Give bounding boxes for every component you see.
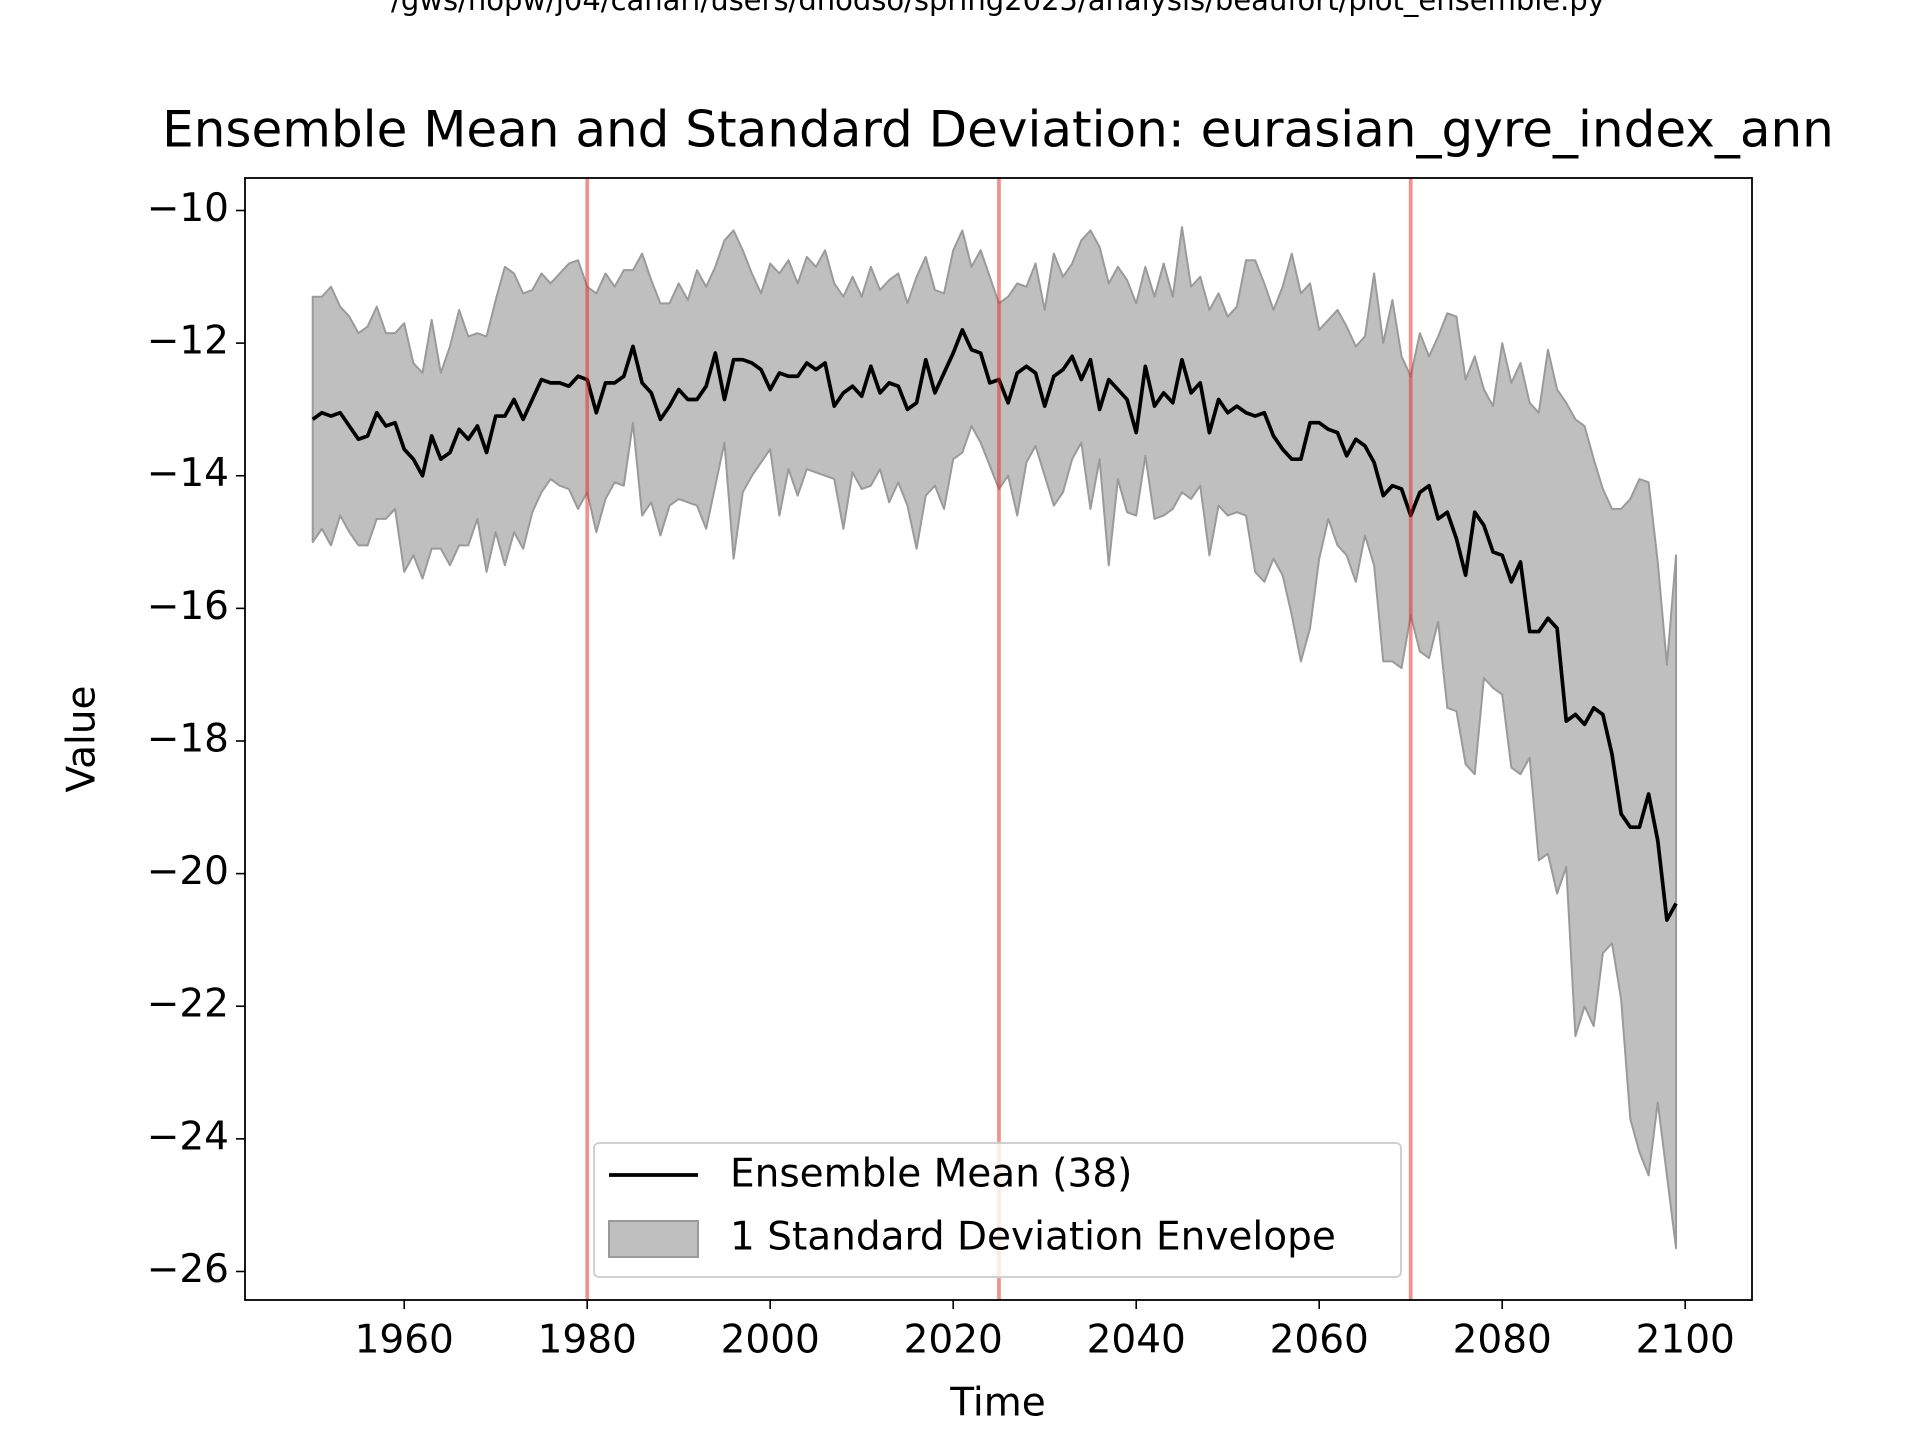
x-tick-label: 2020	[904, 1318, 1003, 1363]
y-tick-label: −22	[147, 982, 229, 1027]
std-envelope	[311, 226, 1678, 1250]
legend-label: Ensemble Mean (38)	[730, 1152, 1132, 1197]
mean-line	[311, 328, 1678, 922]
y-axis-label: Value	[60, 685, 105, 792]
legend-label: 1 Standard Deviation Envelope	[730, 1215, 1336, 1260]
y-tick-label: −24	[147, 1114, 229, 1159]
x-tick-label: 2040	[1087, 1318, 1186, 1363]
chart-title: Ensemble Mean and Standard Deviation: eu…	[162, 101, 1834, 159]
x-tick-label: 1960	[355, 1318, 454, 1363]
y-tick-label: −18	[147, 716, 229, 761]
y-tick-label: −20	[147, 849, 229, 894]
legend-swatch	[608, 1220, 699, 1258]
x-tick-label: 2000	[721, 1318, 820, 1363]
y-tick-label: −16	[147, 584, 229, 629]
legend: Ensemble Mean (38) 1 Standard Deviation E…	[593, 1142, 1402, 1278]
y-tick-label: −14	[147, 451, 229, 496]
y-tick-label: −12	[147, 319, 229, 364]
x-axis-label: Time	[949, 1381, 1045, 1426]
x-tick-label: 2100	[1636, 1318, 1735, 1363]
y-tick-label: −10	[147, 186, 229, 231]
suptitle: /gws/nopw/j04/canari/users/dhodso/spring…	[391, 0, 1605, 17]
y-tick-label: −26	[147, 1247, 229, 1292]
x-tick-label: 1980	[538, 1318, 637, 1363]
plot-frame	[244, 177, 1753, 1301]
x-tick-label: 2080	[1453, 1318, 1552, 1363]
legend-box	[593, 1142, 1402, 1278]
x-tick-label: 2060	[1270, 1318, 1369, 1363]
